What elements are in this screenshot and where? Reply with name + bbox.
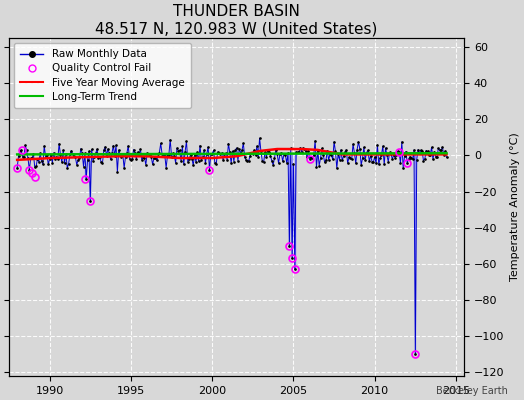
Y-axis label: Temperature Anomaly (°C): Temperature Anomaly (°C)	[510, 132, 520, 281]
Legend: Raw Monthly Data, Quality Control Fail, Five Year Moving Average, Long-Term Tren: Raw Monthly Data, Quality Control Fail, …	[14, 43, 191, 108]
Title: THUNDER BASIN
48.517 N, 120.983 W (United States): THUNDER BASIN 48.517 N, 120.983 W (Unite…	[95, 4, 378, 36]
Text: Berkeley Earth: Berkeley Earth	[436, 386, 508, 396]
